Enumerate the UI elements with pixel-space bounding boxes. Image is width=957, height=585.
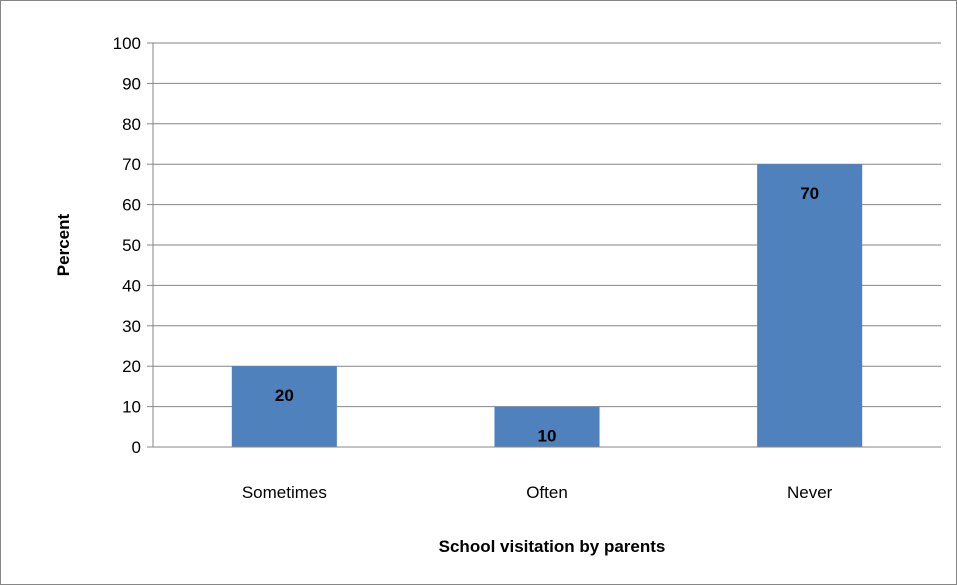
bar-sometimes bbox=[231, 366, 337, 447]
bar-never bbox=[757, 164, 863, 447]
y-tick-label-50: 50 bbox=[122, 236, 141, 255]
y-tick-label-70: 70 bbox=[122, 155, 141, 174]
y-tick-label-90: 90 bbox=[122, 74, 141, 93]
x-tick-labels: Sometimes Often Never bbox=[242, 483, 833, 502]
data-labels: 20 10 70 bbox=[275, 184, 819, 445]
y-tick-label-0: 0 bbox=[132, 438, 141, 457]
bars bbox=[231, 164, 863, 447]
data-label-never: 70 bbox=[800, 184, 819, 203]
y-tick-label-80: 80 bbox=[122, 115, 141, 134]
x-tick-label-often: Often bbox=[526, 483, 568, 502]
y-tick-label-60: 60 bbox=[122, 196, 141, 215]
y-tick-label-40: 40 bbox=[122, 276, 141, 295]
y-tick-label-100: 100 bbox=[113, 34, 141, 53]
y-tick-label-30: 30 bbox=[122, 317, 141, 336]
y-tick-labels: 0 10 20 30 40 50 60 70 80 90 100 bbox=[113, 34, 141, 457]
x-tick-label-never: Never bbox=[787, 483, 833, 502]
data-label-sometimes: 20 bbox=[275, 386, 294, 405]
data-label-often: 10 bbox=[538, 427, 557, 446]
y-tick-label-20: 20 bbox=[122, 357, 141, 376]
bar-often bbox=[494, 406, 600, 447]
y-axis-title: Percent bbox=[54, 213, 73, 276]
x-tick-label-sometimes: Sometimes bbox=[242, 483, 327, 502]
y-tick-label-10: 10 bbox=[122, 398, 141, 417]
x-axis-title: School visitation by parents bbox=[439, 537, 666, 556]
